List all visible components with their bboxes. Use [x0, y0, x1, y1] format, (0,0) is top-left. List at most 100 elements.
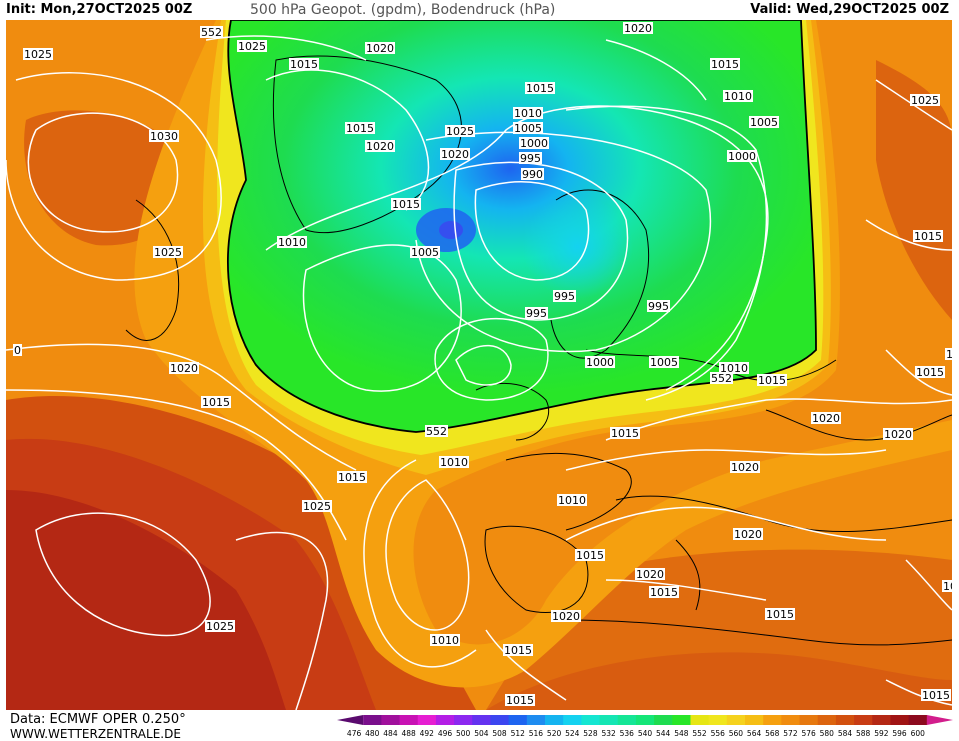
contour-label-text: 1020 — [366, 140, 394, 153]
contour-label-text: 995 — [526, 307, 547, 320]
contour-label: 1015 — [525, 82, 555, 95]
contour-label: 1025 — [237, 40, 267, 53]
colorbar-tick-label: 528 — [583, 729, 598, 738]
contour-label: 1015 — [649, 586, 679, 599]
colorbar-swatch — [690, 715, 710, 725]
contour-label: 1020 — [440, 148, 470, 161]
contour-label-text: 1015 — [914, 230, 942, 243]
contour-label: 1015 — [921, 689, 951, 702]
contour-label: 1000 — [585, 356, 615, 369]
colorbar-swatch — [763, 715, 782, 725]
contour-label: 1000 — [727, 150, 757, 163]
colorbar-swatch — [545, 715, 564, 725]
contour-label: 1015 — [913, 230, 943, 243]
valid-time: Valid: Wed,29OCT2025 00Z — [750, 2, 949, 17]
contour-label-text: 1020 — [636, 568, 664, 581]
contour-label: 1025 — [23, 48, 53, 61]
colorbar-tick-label: 488 — [401, 729, 416, 738]
colorbar-swatch — [337, 715, 364, 725]
contour-label: 995 — [647, 300, 670, 313]
contour-label-text: 990 — [522, 168, 543, 181]
colorbar-swatch — [581, 715, 601, 725]
contour-label-text: 995 — [648, 300, 669, 313]
colorbar-tick-label: 480 — [365, 729, 380, 738]
colorbar-swatch — [745, 715, 764, 725]
contour-label: 1020 — [811, 412, 841, 425]
contour-label-text: 1015 — [576, 549, 604, 562]
colorbar-tick-label: 596 — [892, 729, 907, 738]
contour-label: 990 — [521, 168, 544, 181]
colorbar-tick-label: 540 — [638, 729, 653, 738]
contour-label-text: 1010 — [440, 456, 468, 469]
contour-label-text: 1020 — [170, 362, 198, 375]
contour-label-text: 1015 — [504, 644, 532, 657]
contour-label-text: 1030 — [150, 130, 178, 143]
colorbar-tick-label: 548 — [674, 729, 689, 738]
contour-label-text: 0 — [14, 344, 21, 357]
contour-label-text: 1015 — [202, 396, 230, 409]
contour-label-text: 1015 — [922, 689, 950, 702]
colorbar-tick-label: 496 — [438, 729, 453, 738]
colorbar-swatch — [854, 715, 873, 725]
contour-label: 1015 — [201, 396, 231, 409]
contour-label-text: 552 — [201, 26, 222, 39]
colorbar: 476 480 484 488 492 496 500 504 508 512 516 520 524 5… — [337, 715, 953, 738]
contour-label-text: 1025 — [154, 246, 182, 259]
contour-label-text: 1020 — [552, 610, 580, 623]
contour-label-text: 1015 — [338, 471, 366, 484]
contour-label: 1020 — [733, 528, 763, 541]
contour-label-text: 1015 — [290, 58, 318, 71]
colorbar-tick-label: 556 — [711, 729, 726, 738]
colorbar-swatch — [417, 715, 437, 725]
contour-label-text: 552 — [711, 372, 732, 385]
website-credit: WWW.WETTERZENTRALE.DE — [10, 727, 181, 741]
colorbar-swatch — [835, 715, 855, 725]
colorbar-swatch — [526, 715, 546, 725]
contour-label-text: 1005 — [750, 116, 778, 129]
colorbar-tick-label: 476 — [347, 729, 362, 738]
contour-label-text: 1025 — [303, 500, 331, 513]
contour-label-text: 1020 — [731, 461, 759, 474]
colorbar-tick-label: 500 — [456, 729, 471, 738]
contour-label-text: 1020 — [734, 528, 762, 541]
map-title: 500 hPa Geopot. (gpdm), Bodendruck (hPa) — [250, 2, 556, 18]
contour-label: 1015 — [505, 694, 535, 707]
colorbar-swatch — [908, 715, 928, 725]
contour-label: 1015 — [610, 427, 640, 440]
colorbar-swatch — [617, 715, 637, 725]
iberia-coast — [484, 525, 589, 614]
colorbar-tick-label: 484 — [383, 729, 398, 738]
contour-label-text: 1010 — [558, 494, 586, 507]
contour-label-text: 1020 — [624, 22, 652, 35]
contour-label: 1020 — [730, 461, 760, 474]
colorbar-swatch — [890, 715, 910, 725]
colorbar-swatch — [672, 715, 691, 725]
contour-label: 1010 — [439, 456, 469, 469]
colorbar-tick-label: 512 — [511, 729, 526, 738]
colorbar-swatch — [454, 715, 473, 725]
contour-label-text: 995 — [520, 152, 541, 165]
contour-label-text: 1005 — [650, 356, 678, 369]
colorbar-swatch — [363, 715, 382, 725]
colorbar-tick-label: 560 — [729, 729, 744, 738]
contour-label-text: 1010 — [431, 634, 459, 647]
colorbar-tick-label: 516 — [529, 729, 544, 738]
map-header: Init: Mon,27OCT2025 00Z 500 hPa Geopot. … — [0, 0, 959, 20]
contour-label-text: 1015 — [526, 82, 554, 95]
colorbar-tick-label: 580 — [820, 729, 835, 738]
greenland-coast — [272, 55, 462, 234]
contour-label-text: 1010 — [514, 107, 542, 120]
contour-label-text: 1015 — [611, 427, 639, 440]
contour-label-text: 1005 — [514, 122, 542, 135]
contour-label-text: 1015 — [346, 122, 374, 135]
contour-label: 1020 — [635, 568, 665, 581]
contour-label-text: 10 — [946, 348, 952, 361]
contour-label-text: 1015 — [758, 374, 786, 387]
map-footer: Data: ECMWF OPER 0.250° WWW.WETTERZENTRA… — [0, 710, 959, 741]
contour-label: 1005 — [410, 246, 440, 259]
colorbar-tick-label: 600 — [911, 729, 926, 738]
contour-label-text: 1020 — [366, 42, 394, 55]
contour-label-text: 1015 — [506, 694, 534, 707]
contour-label: 0 — [13, 344, 22, 357]
